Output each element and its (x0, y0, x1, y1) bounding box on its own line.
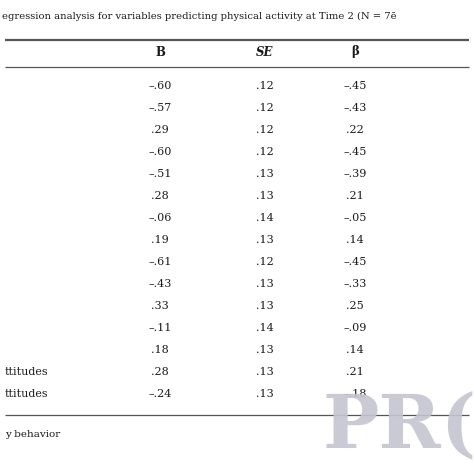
Text: –.11: –.11 (148, 323, 172, 333)
Text: y behavior: y behavior (5, 430, 60, 439)
Text: –.57: –.57 (148, 103, 172, 113)
Text: .12: .12 (256, 103, 274, 113)
Text: .29: .29 (151, 125, 169, 135)
Text: .18: .18 (151, 345, 169, 355)
Text: –.39: –.39 (343, 169, 367, 179)
Text: –.09: –.09 (343, 323, 367, 333)
Text: –.60: –.60 (148, 81, 172, 91)
Text: .28: .28 (151, 367, 169, 377)
Text: –.43: –.43 (148, 279, 172, 289)
Text: egression analysis for variables predicting physical activity at Time 2 (N = 7ē: egression analysis for variables predict… (2, 12, 397, 21)
Text: .13: .13 (256, 301, 274, 311)
Text: .13: .13 (256, 367, 274, 377)
Text: .13: .13 (256, 345, 274, 355)
Text: –.45: –.45 (343, 147, 367, 157)
Text: B: B (155, 46, 165, 58)
Text: .12: .12 (256, 125, 274, 135)
Text: PR(: PR( (322, 390, 474, 463)
Text: .12: .12 (256, 81, 274, 91)
Text: –.06: –.06 (148, 213, 172, 223)
Text: .25: .25 (346, 301, 364, 311)
Text: .14: .14 (256, 213, 274, 223)
Text: .12: .12 (256, 257, 274, 267)
Text: .21: .21 (346, 367, 364, 377)
Text: –.18: –.18 (343, 389, 367, 399)
Text: .19: .19 (151, 235, 169, 245)
Text: –.24: –.24 (148, 389, 172, 399)
Text: .22: .22 (346, 125, 364, 135)
Text: β: β (351, 46, 359, 58)
Text: .13: .13 (256, 169, 274, 179)
Text: –.60: –.60 (148, 147, 172, 157)
Text: .13: .13 (256, 191, 274, 201)
Text: –.43: –.43 (343, 103, 367, 113)
Text: .14: .14 (346, 235, 364, 245)
Text: ttitudes: ttitudes (5, 389, 49, 399)
Text: .12: .12 (256, 147, 274, 157)
Text: .33: .33 (151, 301, 169, 311)
Text: –.51: –.51 (148, 169, 172, 179)
Text: –.33: –.33 (343, 279, 367, 289)
Text: –.45: –.45 (343, 257, 367, 267)
Text: .13: .13 (256, 235, 274, 245)
Text: SE: SE (256, 46, 274, 58)
Text: .14: .14 (346, 345, 364, 355)
Text: .14: .14 (256, 323, 274, 333)
Text: –.61: –.61 (148, 257, 172, 267)
Text: –.05: –.05 (343, 213, 367, 223)
Text: –.45: –.45 (343, 81, 367, 91)
Text: .13: .13 (256, 279, 274, 289)
Text: .13: .13 (256, 389, 274, 399)
Text: .21: .21 (346, 191, 364, 201)
Text: ttitudes: ttitudes (5, 367, 49, 377)
Text: .28: .28 (151, 191, 169, 201)
